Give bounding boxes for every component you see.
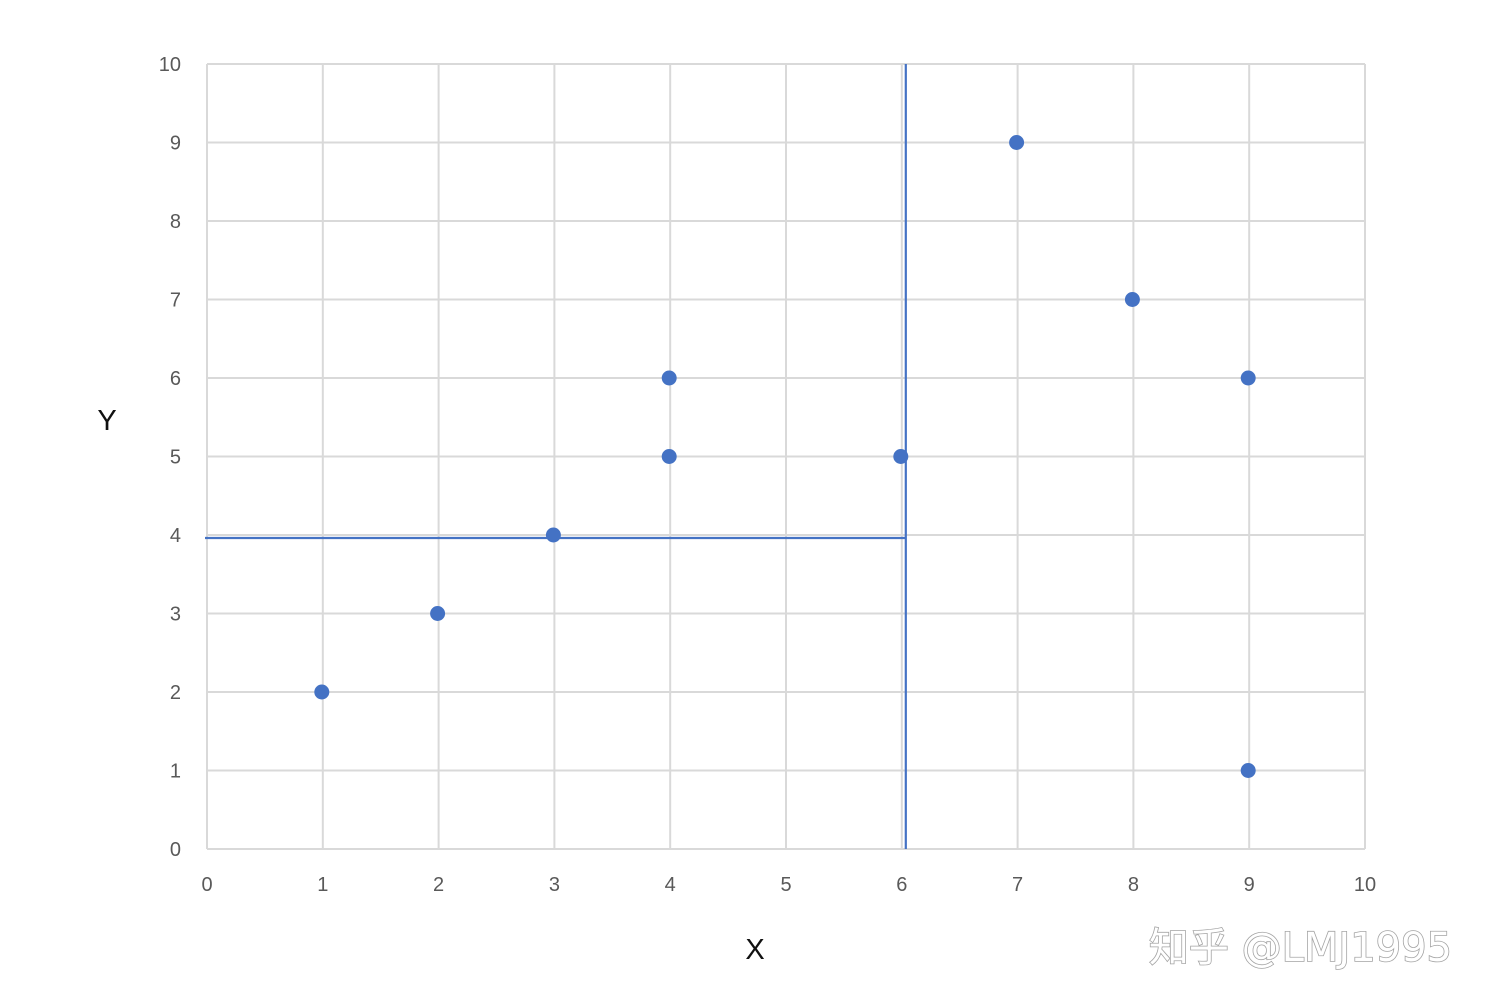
y-tick-label: 5 — [170, 447, 181, 469]
y-axis-title: Y — [97, 405, 116, 437]
x-tick-label: 8 — [1128, 874, 1139, 896]
data-point — [893, 449, 909, 464]
y-tick-label: 9 — [170, 133, 181, 155]
y-tick-label: 7 — [170, 290, 181, 312]
data-points — [314, 135, 1256, 778]
x-tick-label: 4 — [665, 874, 676, 896]
x-tick-label: 9 — [1244, 874, 1255, 896]
x-tick-label: 6 — [896, 874, 907, 896]
x-tick-label: 7 — [1012, 874, 1023, 896]
x-tick-label: 2 — [433, 874, 444, 896]
y-tick-label: 8 — [170, 211, 181, 233]
data-point — [430, 606, 446, 621]
x-tick-label: 10 — [1354, 874, 1376, 896]
x-tick-label: 0 — [201, 874, 212, 896]
y-tick-label: 3 — [170, 604, 181, 626]
y-tick-label: 4 — [170, 525, 181, 547]
x-tick-label: 5 — [780, 874, 791, 896]
y-tick-label: 2 — [170, 682, 181, 704]
x-axis-title: X — [745, 934, 764, 966]
gridlines — [206, 63, 1366, 850]
x-tick-labels: 0 1 2 3 4 5 6 7 8 9 10 — [201, 874, 1376, 896]
data-point — [1124, 292, 1140, 307]
watermark-text: 知乎 @LMJ1995 — [1149, 925, 1452, 971]
data-point — [545, 527, 561, 543]
y-tick-label: 10 — [159, 54, 181, 76]
x-tick-label: 3 — [549, 874, 560, 896]
x-tick-label: 1 — [317, 874, 328, 896]
y-tick-label: 0 — [170, 839, 181, 861]
data-point — [314, 684, 330, 700]
data-point — [1009, 135, 1025, 150]
data-point — [1240, 763, 1256, 778]
data-point — [661, 449, 677, 464]
y-tick-label: 6 — [170, 368, 181, 390]
data-point — [1240, 370, 1256, 386]
data-point — [661, 370, 677, 386]
y-tick-labels: 0 1 2 3 4 5 6 7 8 9 10 — [159, 54, 181, 861]
y-tick-label: 1 — [170, 761, 181, 783]
